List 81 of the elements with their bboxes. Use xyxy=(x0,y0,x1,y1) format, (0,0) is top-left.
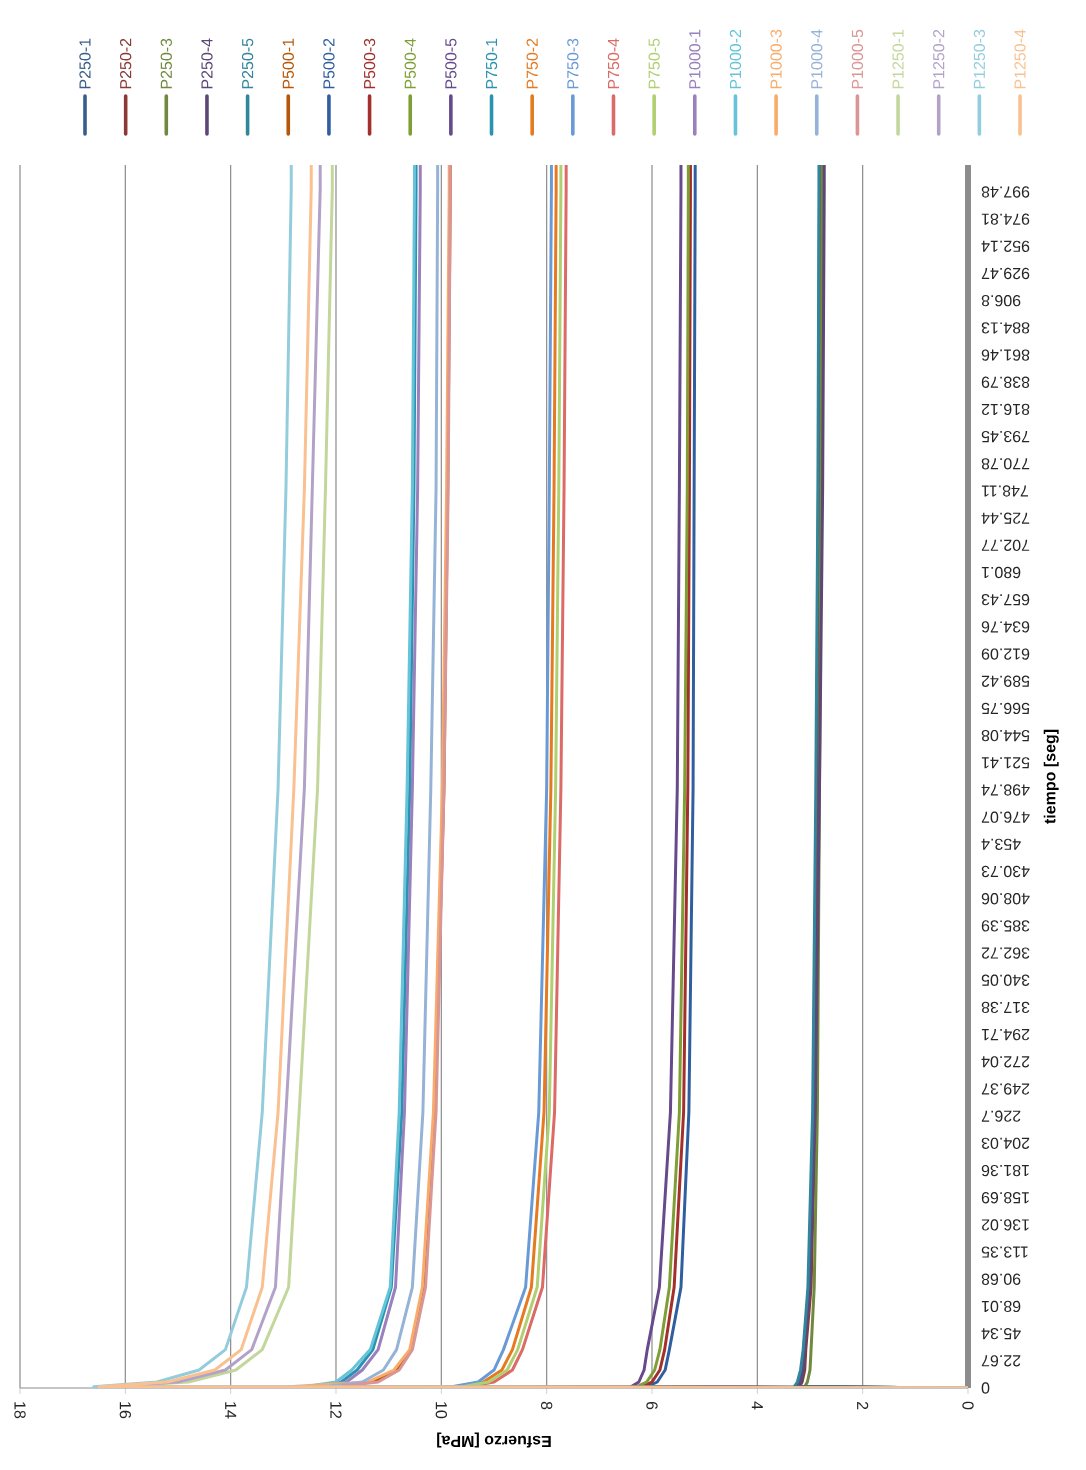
y-tick-label: 0 xyxy=(981,1382,990,1394)
text: P250-4 xyxy=(201,38,213,89)
y-tick-label: 453.4 xyxy=(981,838,1021,851)
y-tick-label: 997.48 xyxy=(981,186,1030,198)
text: P500-3 xyxy=(363,38,376,89)
y-tick-label: 544.08 xyxy=(981,729,1030,742)
y-tick-label: 45.34 xyxy=(981,1327,1021,1340)
x-tick-label: 4 xyxy=(751,1401,763,1410)
x-tick-label: 2 xyxy=(857,1401,869,1410)
y-tick-label: 748.11 xyxy=(981,485,1028,497)
text: P1250-3 xyxy=(973,29,986,89)
y-tick-label: 861.46 xyxy=(981,349,1030,361)
y-tick-label: 566.75 xyxy=(981,702,1030,715)
y-tick-label: 929.47 xyxy=(981,267,1030,280)
y-tick-label: 952.14 xyxy=(981,240,1030,253)
y-tick-label: 725.44 xyxy=(981,512,1030,524)
y-tick-label: 385.39 xyxy=(981,920,1030,932)
y-tick-label: 362.72 xyxy=(981,947,1030,959)
y-tick-label: 906.8 xyxy=(981,295,1021,307)
x-tick-label: 6 xyxy=(646,1401,658,1410)
x-tick-label: 18 xyxy=(14,1402,26,1419)
text: P500-5 xyxy=(445,38,457,89)
y-tick-label: 634.76 xyxy=(981,621,1030,633)
y-tick-label: 158.69 xyxy=(981,1192,1029,1204)
y-tick-label: 90.68 xyxy=(981,1273,1021,1285)
text: P500-4 xyxy=(404,38,416,89)
x-tick-label: 8 xyxy=(541,1401,553,1410)
text: P750-3 xyxy=(567,38,579,89)
x-tick-label: 12 xyxy=(330,1402,342,1419)
text: P1000-4 xyxy=(811,29,823,89)
text: P1000-3 xyxy=(770,29,782,89)
y-tick-label: 113.35 xyxy=(981,1246,1028,1258)
text: P250-2 xyxy=(120,38,132,89)
y-tick-label: 657.43 xyxy=(981,594,1030,606)
y-tick-label: 340.05 xyxy=(981,974,1030,986)
text: P750-2 xyxy=(526,38,538,89)
y-tick-label: 884.13 xyxy=(981,322,1030,334)
x-tick-label: 14 xyxy=(225,1402,237,1419)
y-tick-label: 272.04 xyxy=(981,1056,1030,1068)
y-axis-title: tiempo [seg] xyxy=(1043,729,1059,824)
text: P500-2 xyxy=(323,38,335,89)
y-tick-label: 476.07 xyxy=(981,811,1030,823)
y-tick-label: 680.1 xyxy=(981,566,1021,579)
text: P1000-2 xyxy=(729,29,742,89)
y-tick-label: 838.79 xyxy=(981,376,1030,388)
y-tick-label: 702.77 xyxy=(981,539,1030,552)
y-tick-label: 317.38 xyxy=(981,1001,1030,1014)
y-tick-label: 430.73 xyxy=(981,865,1030,878)
y-tick-label: 181.36 xyxy=(981,1164,1029,1177)
y-tick-label: 612.09 xyxy=(981,648,1030,660)
x-tick-label: 10 xyxy=(435,1402,447,1419)
y-tick-label: 793.45 xyxy=(981,430,1030,443)
y-tick-label: 294.71 xyxy=(981,1028,1030,1041)
y-tick-label: 589.42 xyxy=(981,675,1030,687)
y-tick-label: 204.03 xyxy=(981,1137,1030,1150)
y-tick-label: 136.02 xyxy=(981,1219,1029,1231)
text: P1000-5 xyxy=(851,29,864,89)
text: P500-1 xyxy=(282,38,294,89)
text: P1250-4 xyxy=(1014,29,1026,89)
y-tick-label: 226.7 xyxy=(981,1110,1021,1122)
x-tick-label: 0 xyxy=(962,1401,974,1410)
text: P750-1 xyxy=(485,38,498,89)
y-tick-label: 498.74 xyxy=(981,784,1030,796)
y-tick-label: 770.78 xyxy=(981,458,1030,470)
text: P250-5 xyxy=(241,38,254,89)
y-tick-label: 974.81 xyxy=(981,213,1030,225)
x-tick-label: 16 xyxy=(119,1402,131,1419)
text: P1250-2 xyxy=(933,29,945,89)
text: P750-4 xyxy=(607,38,620,89)
y-tick-label: 521.41 xyxy=(981,757,1030,769)
text: P250-3 xyxy=(160,38,172,89)
text: P1250-1 xyxy=(892,29,904,89)
y-tick-label: 249.37 xyxy=(981,1083,1030,1095)
text: P250-1 xyxy=(79,38,91,89)
text: P750-5 xyxy=(648,38,660,89)
y-tick-label: 408.06 xyxy=(981,893,1030,905)
x-axis-title: Esfuerzo [MPa] xyxy=(437,1432,551,1448)
y-tick-label: 22.67 xyxy=(981,1355,1021,1367)
text: P1000-1 xyxy=(689,29,701,89)
y-tick-label: 816.12 xyxy=(981,403,1030,416)
y-tick-label: 68.01 xyxy=(981,1300,1021,1313)
